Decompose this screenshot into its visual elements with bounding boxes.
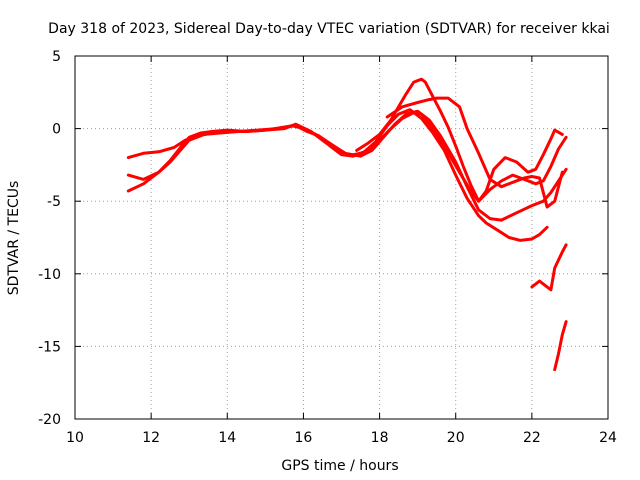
x-tick-label: 12	[142, 430, 160, 446]
y-tick-label: 0	[52, 122, 61, 138]
x-axis-label: GPS time / hours	[281, 458, 398, 474]
ticks-layer: 10 12 14 16 18 20 22 24 5 0 -5 -10 -15 -20	[38, 49, 617, 446]
series-arc-2	[126, 109, 568, 222]
series-arc-5	[385, 96, 564, 209]
series-arc-6	[530, 243, 568, 292]
series-layer	[126, 77, 568, 372]
x-tick-label: 24	[599, 430, 617, 446]
series-arc-7	[553, 320, 568, 372]
series-arc-4	[355, 77, 564, 203]
x-tick-label: 10	[66, 430, 84, 446]
y-axis-label: SDTVAR / TECUs	[6, 181, 22, 296]
grid-layer	[75, 56, 608, 419]
y-tick-label: -20	[38, 412, 61, 428]
x-tick-label: 16	[295, 430, 313, 446]
x-tick-label: 14	[218, 430, 236, 446]
x-tick-label: 22	[523, 430, 541, 446]
y-tick-label: -10	[38, 267, 61, 283]
y-tick-label: 5	[52, 49, 61, 65]
x-tick-label: 20	[447, 430, 465, 446]
series-arc-3	[126, 111, 568, 203]
x-tick-label: 18	[371, 430, 389, 446]
y-tick-label: -5	[47, 194, 61, 210]
plot-frame	[74, 55, 609, 420]
y-tick-label: -15	[38, 339, 61, 355]
chart-title: Day 318 of 2023, Sidereal Day-to-day VTE…	[48, 21, 610, 37]
series-arc-1	[126, 108, 549, 242]
